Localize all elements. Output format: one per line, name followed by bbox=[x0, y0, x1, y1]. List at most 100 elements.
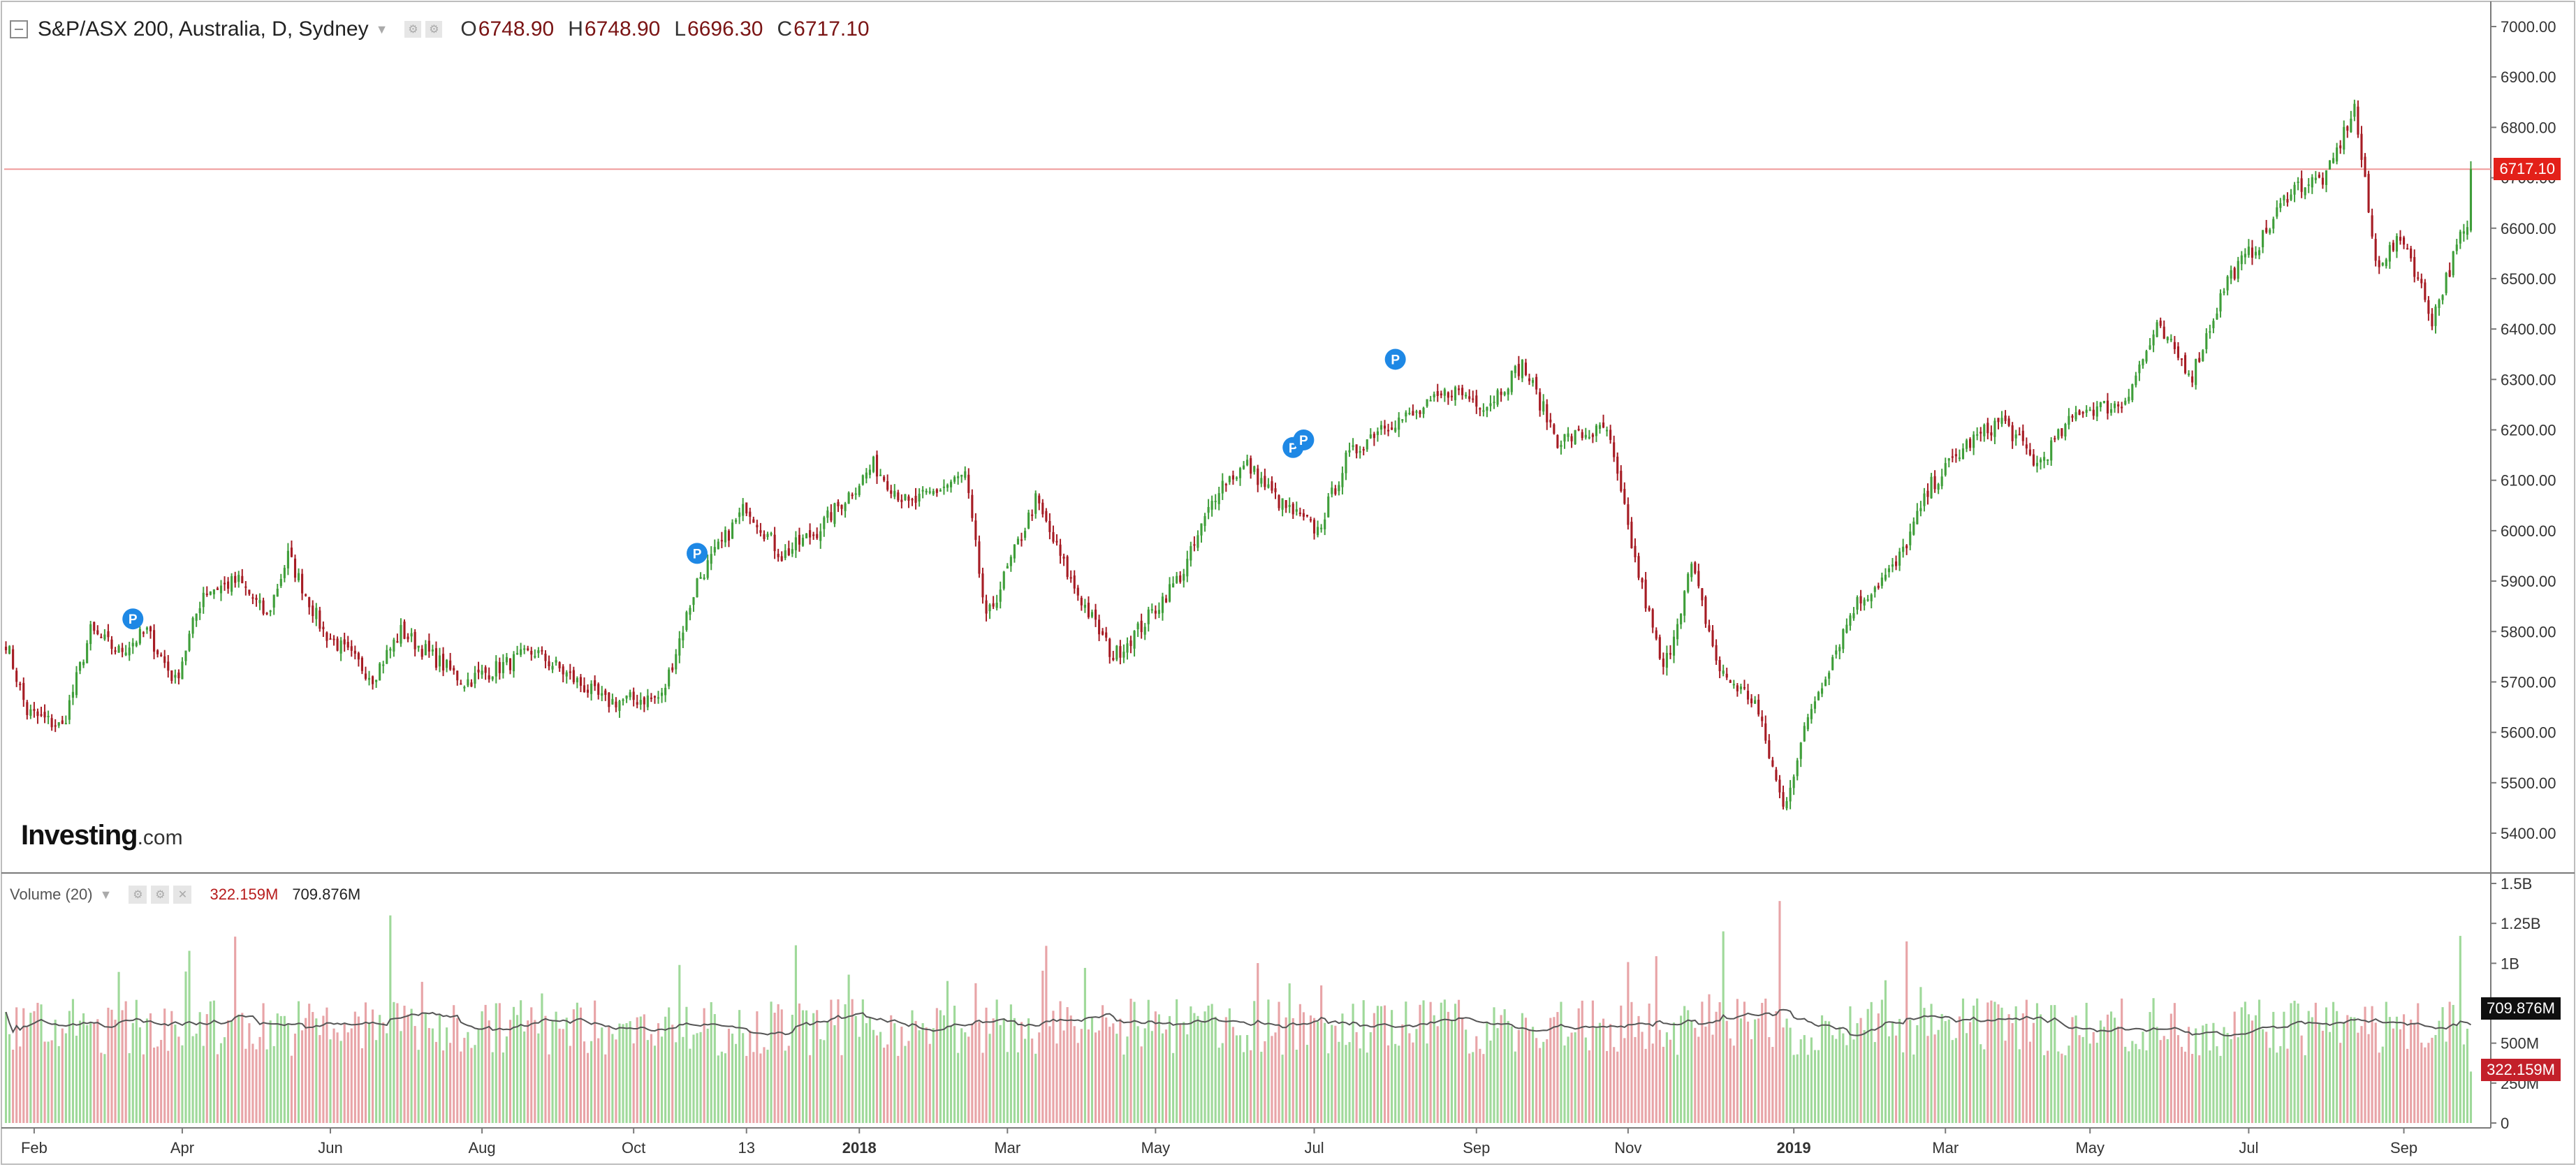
volume-bar bbox=[798, 1003, 801, 1123]
candle bbox=[2357, 100, 2359, 138]
collapse-icon[interactable] bbox=[10, 20, 28, 38]
volume-bar bbox=[1228, 1008, 1231, 1123]
hide-icon[interactable]: ⚙ bbox=[425, 21, 443, 38]
volume-bar bbox=[2297, 1003, 2299, 1123]
volume-bar bbox=[1873, 1042, 1876, 1123]
candle bbox=[2346, 125, 2349, 138]
candle bbox=[2054, 435, 2056, 443]
candle-body bbox=[350, 646, 353, 651]
candle-body bbox=[1312, 520, 1316, 534]
candle bbox=[978, 535, 981, 578]
candle bbox=[2078, 409, 2081, 416]
candle bbox=[272, 594, 275, 615]
volume-bar bbox=[1415, 1029, 1418, 1123]
candle bbox=[622, 698, 624, 706]
candle-body bbox=[671, 667, 674, 670]
volume-settings-icon[interactable]: ⚙ bbox=[151, 886, 170, 904]
candle bbox=[2420, 273, 2423, 288]
candle-body bbox=[286, 550, 289, 568]
candle-body bbox=[441, 654, 445, 671]
candle bbox=[1164, 594, 1168, 603]
candle bbox=[1514, 365, 1516, 379]
volume-bar bbox=[350, 1028, 353, 1123]
candle-body bbox=[297, 573, 300, 580]
candle bbox=[1479, 407, 1481, 416]
candle bbox=[244, 580, 247, 596]
volume-bar bbox=[1598, 1022, 1602, 1123]
volume-bar bbox=[1214, 1016, 1217, 1123]
volume-bar bbox=[78, 1020, 82, 1123]
candle bbox=[914, 487, 917, 510]
candle bbox=[646, 689, 649, 711]
candle bbox=[177, 669, 180, 684]
candle-body bbox=[82, 661, 85, 666]
candle bbox=[1820, 682, 1824, 698]
volume-bar bbox=[2290, 1003, 2292, 1123]
candle bbox=[1792, 774, 1795, 795]
candle bbox=[717, 538, 719, 550]
candle-body bbox=[1034, 493, 1037, 514]
candle-body bbox=[1069, 577, 1072, 579]
volume-bar bbox=[1334, 1025, 1337, 1123]
candle bbox=[1965, 439, 1968, 453]
candle bbox=[1083, 599, 1086, 613]
dropdown-caret-icon[interactable]: ▼ bbox=[375, 22, 388, 36]
volume-bar bbox=[671, 1025, 674, 1123]
volume-bar bbox=[1102, 1005, 1104, 1123]
candle bbox=[1708, 619, 1711, 633]
candle bbox=[1080, 596, 1083, 611]
symbol-title[interactable]: S&P/ASX 200, Australia, D, Sydney bbox=[38, 17, 369, 41]
volume-hide-icon[interactable]: ⚙ bbox=[129, 886, 147, 904]
volume-bar bbox=[1584, 1037, 1587, 1123]
candle bbox=[1849, 612, 1852, 631]
candle-body bbox=[964, 471, 967, 478]
volume-bar bbox=[2099, 1020, 2102, 1123]
candle bbox=[2223, 288, 2225, 295]
candle-body bbox=[2269, 229, 2271, 233]
volume-tick-label: 1.25B bbox=[2501, 915, 2541, 932]
volume-bar bbox=[1450, 1020, 1454, 1123]
candle-body bbox=[995, 603, 998, 608]
candle bbox=[893, 484, 896, 499]
volume-bar bbox=[301, 1030, 304, 1123]
candle bbox=[2247, 239, 2250, 258]
volume-bar bbox=[995, 999, 998, 1123]
candle bbox=[1750, 693, 1753, 707]
candle-body bbox=[562, 666, 564, 675]
candle bbox=[1002, 571, 1005, 591]
volume-bar bbox=[1062, 1030, 1065, 1123]
volume-bar bbox=[2095, 1043, 2098, 1123]
volume-bar bbox=[1820, 1015, 1824, 1123]
candle-body bbox=[145, 627, 149, 630]
candle-body bbox=[1062, 557, 1065, 559]
candle bbox=[410, 628, 413, 643]
candle-body bbox=[794, 537, 797, 550]
volume-bar bbox=[167, 1050, 170, 1123]
volume-bar bbox=[1870, 1001, 1873, 1123]
candle-body bbox=[660, 692, 664, 696]
candle-body bbox=[840, 504, 843, 509]
candle bbox=[1609, 425, 1612, 444]
settings-icon[interactable]: ⚙ bbox=[404, 21, 422, 38]
volume-bar bbox=[749, 1030, 752, 1123]
volume-bar bbox=[1676, 1055, 1679, 1123]
candle bbox=[1810, 703, 1813, 724]
volume-bar bbox=[2318, 1024, 2320, 1123]
volume-bar bbox=[1503, 1009, 1506, 1123]
candle-body bbox=[1902, 546, 1905, 552]
close-icon[interactable]: ✕ bbox=[173, 886, 192, 904]
candle bbox=[805, 533, 808, 538]
candle bbox=[791, 542, 793, 557]
candle-body bbox=[974, 520, 977, 541]
volume-title[interactable]: Volume (20) bbox=[10, 886, 93, 903]
candle bbox=[61, 716, 64, 724]
candle bbox=[1828, 670, 1831, 686]
candle bbox=[1736, 683, 1739, 697]
candle-body bbox=[897, 492, 900, 501]
candle bbox=[40, 706, 43, 717]
volume-dropdown-caret-icon[interactable]: ▼ bbox=[99, 887, 112, 902]
volume-bar bbox=[441, 1050, 445, 1123]
candle bbox=[1933, 470, 1936, 493]
